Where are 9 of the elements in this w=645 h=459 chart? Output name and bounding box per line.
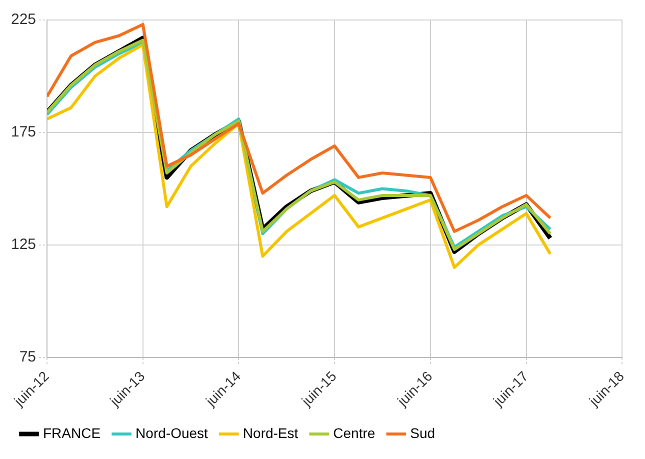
legend-label: Nord-Est [242,424,298,441]
y-tick-label: 75 [19,348,36,366]
legend-label: Centre [333,424,376,441]
y-tick-label: 175 [10,124,36,141]
legend-label: Sud [410,424,436,441]
y-tick-label: 225 [10,11,36,28]
legend-label: FRANCE [43,424,101,441]
legend-label: Nord-Ouest [136,424,208,441]
y-tick-label: 125 [10,236,36,254]
